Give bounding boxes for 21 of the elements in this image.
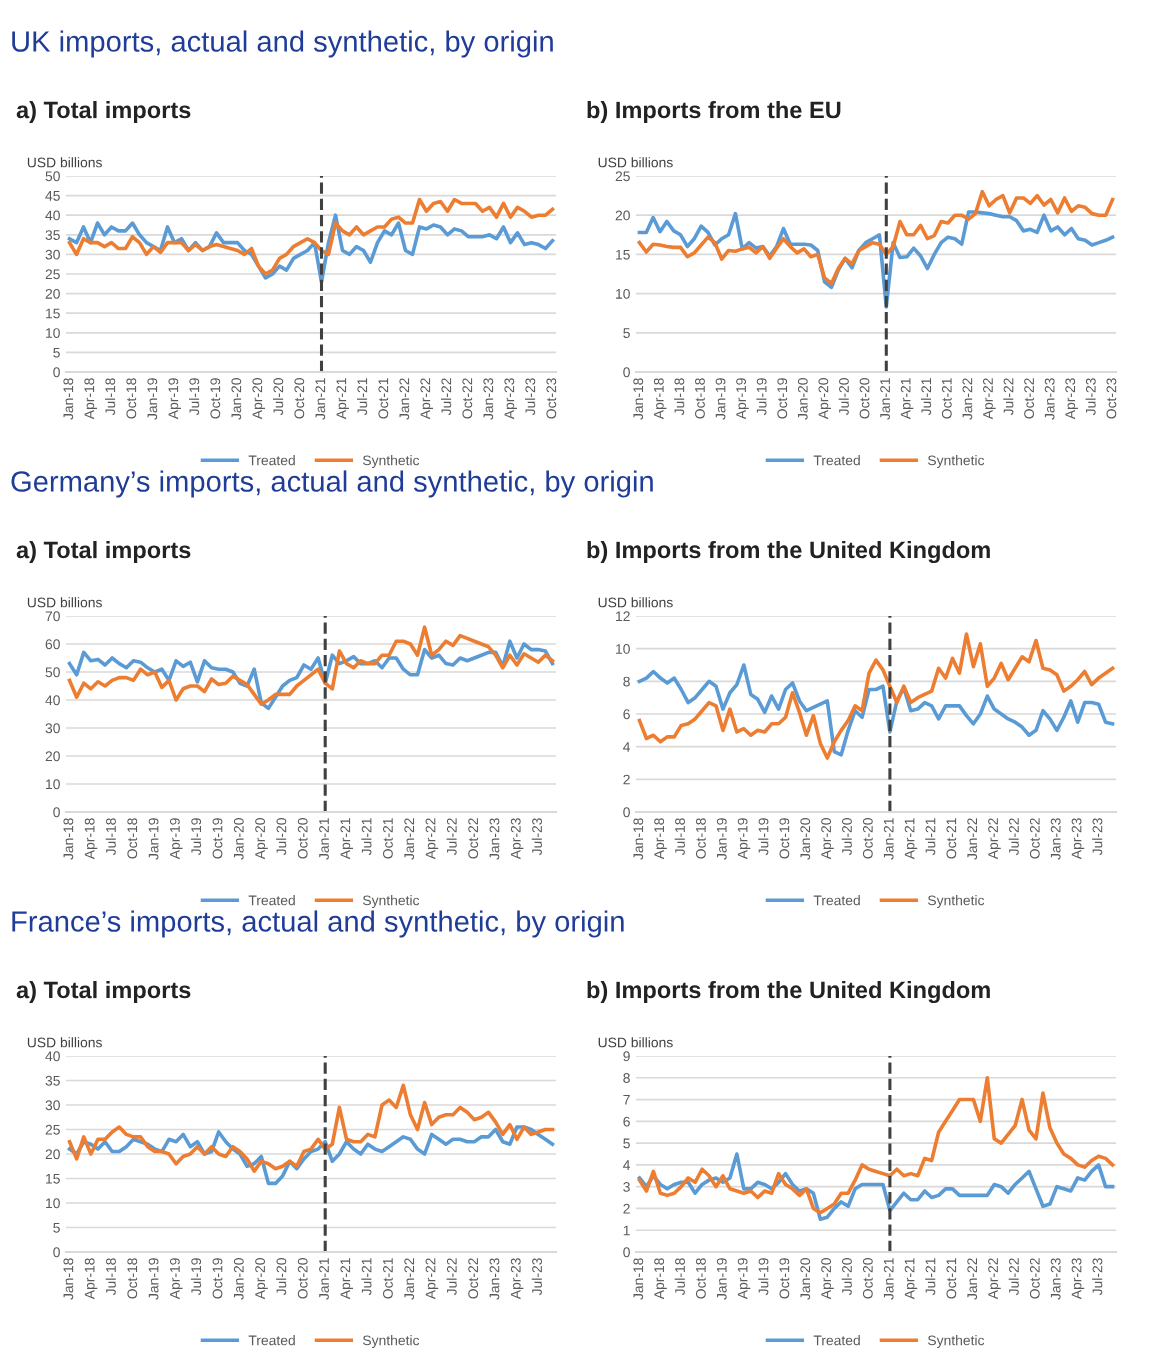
chart-subtitle: a) Total imports — [16, 540, 191, 564]
chart-subtitle: b) Imports from the United Kingdom — [587, 980, 990, 1004]
chart-subtitle: a) Total imports — [16, 980, 191, 1004]
line-series — [637, 1152, 1115, 1222]
line-series — [67, 213, 555, 284]
chart-subtitle: a) Total imports — [16, 101, 191, 123]
chart-title: France’s imports, actual and synthetic, by origin — [12, 910, 624, 938]
line-series — [637, 1075, 1115, 1215]
line-series — [637, 210, 1115, 309]
chart-subtitle: b) Imports from the United Kingdom — [587, 540, 990, 564]
line-series — [67, 625, 555, 707]
line-series — [637, 189, 1115, 286]
line-series — [637, 663, 1115, 757]
line-series — [67, 1083, 555, 1173]
line-series — [67, 1125, 555, 1186]
line-series — [637, 632, 1115, 760]
line-series — [67, 639, 555, 711]
chart-subtitle: b) Imports from the EU — [587, 101, 841, 123]
chart-title: UK imports, actual and synthetic, by origin — [12, 30, 553, 58]
line-series — [67, 197, 555, 276]
chart-title: Germany’s imports, actual and synthetic, by origin — [11, 470, 653, 498]
